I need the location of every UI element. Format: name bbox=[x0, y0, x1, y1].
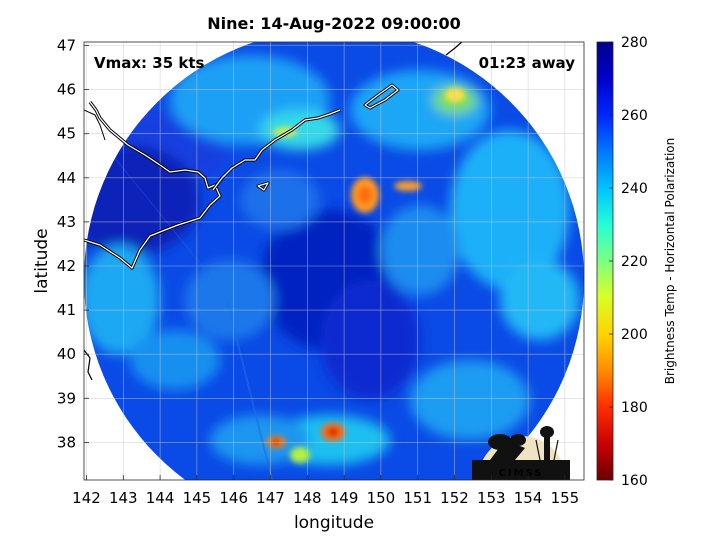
x-tick-label: 144 bbox=[146, 489, 175, 507]
plot-area: CIMSS bbox=[84, 42, 584, 480]
y-tick-label: 45 bbox=[57, 125, 76, 143]
x-tick-label: 149 bbox=[330, 489, 359, 507]
colorbar-label: Brightness Temp - Horizontal Polarizatio… bbox=[663, 138, 677, 385]
y-tick-label: 44 bbox=[57, 169, 76, 187]
plot-frame bbox=[83, 41, 585, 481]
x-axis: 142 143 144 145 146 147 148 149 150 151 152 153 154 1… bbox=[72, 475, 579, 507]
cimss-logo-text: CIMSS bbox=[499, 468, 544, 479]
x-tick-label: 152 bbox=[440, 489, 469, 507]
x-tick-label: 146 bbox=[219, 489, 248, 507]
colorbar-tick-label: 200 bbox=[621, 327, 648, 343]
colorbar-tick-label: 220 bbox=[621, 254, 648, 270]
map-title: Nine: 14-Aug-2022 09:00:00 bbox=[207, 14, 461, 33]
x-tick-label: 154 bbox=[514, 489, 543, 507]
x-tick-label: 148 bbox=[293, 489, 322, 507]
y-tick-label: 39 bbox=[57, 389, 76, 407]
cimss-logo: CIMSS bbox=[472, 426, 570, 480]
colorbar-tick-label: 240 bbox=[621, 181, 648, 197]
x-tick-label: 155 bbox=[551, 489, 580, 507]
colorbar-tick-label: 260 bbox=[621, 108, 648, 124]
y-tick-label: 41 bbox=[57, 301, 76, 319]
x-tick-label: 147 bbox=[256, 489, 285, 507]
time-away-label: 01:23 away bbox=[479, 54, 576, 72]
y-axis: 47 46 45 44 43 42 41 40 39 38 bbox=[57, 37, 89, 451]
x-tick-label: 150 bbox=[367, 489, 396, 507]
x-tick-label: 151 bbox=[403, 489, 432, 507]
y-tick-label: 42 bbox=[57, 257, 76, 275]
y-tick-label: 40 bbox=[57, 345, 76, 363]
colorbar-tick-label: 280 bbox=[621, 35, 648, 51]
brightness-temperature-swath bbox=[84, 42, 584, 480]
coastline bbox=[84, 42, 463, 381]
colorbar-ticks: 280 260 240 220 200 180 160 bbox=[609, 35, 648, 489]
x-axis-label: longitude bbox=[294, 513, 374, 533]
x-tick-label: 153 bbox=[477, 489, 506, 507]
x-tick-label: 145 bbox=[183, 489, 212, 507]
colorbar: 280 260 240 220 200 180 160 Brightness Temp - … bbox=[596, 35, 677, 489]
y-tick-label: 43 bbox=[57, 213, 76, 231]
x-tick-label: 142 bbox=[72, 489, 101, 507]
y-tick-label: 47 bbox=[57, 37, 76, 55]
colorbar-tick-label: 180 bbox=[621, 400, 648, 416]
x-tick-label: 143 bbox=[109, 489, 138, 507]
y-tick-label: 38 bbox=[57, 433, 76, 451]
y-axis-label: latitude bbox=[32, 228, 52, 293]
vmax-label: Vmax: 35 kts bbox=[94, 54, 204, 72]
colorbar-tick-label: 160 bbox=[621, 473, 648, 489]
y-tick-label: 46 bbox=[57, 81, 76, 99]
